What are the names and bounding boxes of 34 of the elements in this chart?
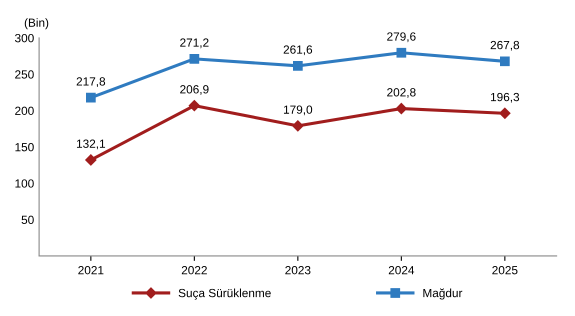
data-label: 196,3: [490, 92, 520, 103]
legend-label: Mağdur: [423, 288, 462, 300]
data-label: 132,1: [76, 140, 106, 150]
x-tick-label: 2023: [285, 266, 310, 274]
point: [396, 102, 407, 114]
y-axis-title: (Bin): [24, 18, 48, 30]
point: [188, 100, 200, 112]
x-tick-label: 2022: [182, 266, 207, 274]
point: [396, 48, 406, 58]
data-label: 271,2: [180, 38, 209, 48]
data-label: 202,8: [387, 88, 416, 98]
legend-label: Suça Sürüklenme: [178, 288, 271, 300]
x-tick-label: 2025: [492, 266, 518, 274]
y-tick-label: 200: [15, 106, 34, 115]
data-label: 267,8: [490, 40, 520, 51]
y-tick-label: 150: [15, 142, 34, 152]
data-label: 179,0: [284, 105, 312, 116]
y-tick-label: 50: [22, 216, 34, 224]
data-label: 279,6: [387, 32, 416, 42]
point: [499, 108, 510, 119]
x-tick-label: 2021: [78, 266, 104, 274]
data-label: 261,6: [284, 45, 312, 56]
y-tick-label: 250: [15, 70, 34, 79]
y-tick-label: 100: [15, 179, 34, 188]
point: [86, 92, 96, 103]
point: [292, 120, 304, 132]
point: [189, 54, 200, 64]
data-label: 206,9: [180, 85, 209, 95]
point: [85, 154, 96, 166]
y-tick-label: 300: [14, 34, 34, 42]
x-tick-label: 2024: [388, 266, 414, 274]
data-label: 217,8: [76, 77, 106, 87]
point: [500, 56, 510, 66]
point: [292, 60, 303, 71]
